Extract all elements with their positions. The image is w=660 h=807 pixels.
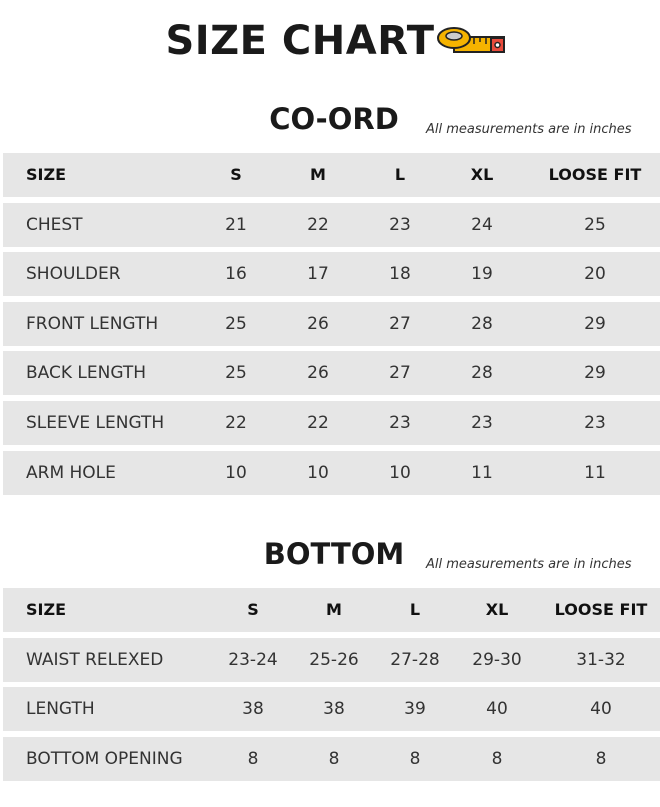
section-title: CO-ORD bbox=[269, 102, 399, 136]
table-cell: 31-32 bbox=[576, 649, 626, 670]
table-cell: 25 bbox=[225, 363, 247, 384]
table-cell: 23 bbox=[389, 413, 411, 433]
table-cell: 23 bbox=[584, 413, 606, 433]
table-cell: 27 bbox=[389, 363, 411, 384]
table-cell: 10 bbox=[225, 462, 247, 483]
table-cell: 8 bbox=[491, 748, 503, 769]
table-row: SHOULDER 16 17 18 19 20 bbox=[3, 252, 660, 297]
table-cell: 10 bbox=[389, 462, 411, 483]
table-row: ARM HOLE 10 10 10 11 11 bbox=[3, 450, 660, 495]
table-cell: 8 bbox=[595, 748, 607, 769]
page-title: SIZE CHART bbox=[165, 18, 435, 64]
table-cell: 28 bbox=[471, 363, 493, 384]
row-label: FRONT LENGTH bbox=[26, 313, 159, 334]
column-header: XL bbox=[485, 600, 509, 619]
table-cell: 17 bbox=[307, 264, 329, 285]
table-cell: 23 bbox=[471, 413, 493, 433]
table-cell: 40 bbox=[486, 699, 508, 720]
table-row: FRONT LENGTH 25 26 27 28 29 bbox=[3, 301, 660, 346]
table-cell: 21 bbox=[225, 214, 247, 235]
column-header: M bbox=[310, 165, 326, 184]
section-note: All measurements are in inches bbox=[426, 557, 632, 572]
table-cell: 8 bbox=[328, 748, 340, 769]
table-cell: 38 bbox=[323, 699, 345, 720]
column-header: XL bbox=[470, 165, 494, 184]
row-label: SHOULDER bbox=[26, 264, 121, 285]
table-row: LENGTH 38 38 39 40 40 bbox=[3, 687, 660, 732]
table-cell: 29 bbox=[584, 313, 606, 334]
table-row: BOTTOM OPENING 8 8 8 8 8 bbox=[3, 736, 660, 781]
table-cell: 10 bbox=[307, 462, 329, 483]
table-cell: 39 bbox=[404, 699, 426, 720]
table-cell: 22 bbox=[225, 413, 247, 433]
column-header: SIZE bbox=[26, 165, 67, 184]
column-header: L bbox=[394, 165, 406, 184]
table-cell: 26 bbox=[307, 313, 329, 334]
table-cell: 29-30 bbox=[472, 649, 522, 670]
table-cell: 27 bbox=[389, 313, 411, 334]
column-header: L bbox=[409, 600, 421, 619]
table-cell: 11 bbox=[471, 462, 493, 483]
row-label: LENGTH bbox=[26, 699, 95, 720]
table-cell: 16 bbox=[225, 264, 247, 285]
table-cell: 25 bbox=[225, 313, 247, 334]
table-cell: 23-24 bbox=[228, 649, 278, 670]
table-cell: 22 bbox=[307, 214, 329, 235]
table-cell: 25-26 bbox=[309, 649, 359, 670]
table-row: WAIST RELEXED 23-24 25-26 27-28 29-30 31-32 bbox=[3, 637, 660, 682]
table-cell: 28 bbox=[471, 313, 493, 334]
row-label: BACK LENGTH bbox=[26, 363, 147, 384]
table-cell: 20 bbox=[584, 264, 606, 285]
table-cell: 24 bbox=[471, 214, 493, 235]
table-cell: 8 bbox=[247, 748, 259, 769]
column-header: LOOSE FIT bbox=[548, 165, 642, 184]
row-label: CHEST bbox=[26, 214, 83, 235]
table-cell: 26 bbox=[307, 363, 329, 384]
column-header: M bbox=[326, 600, 342, 619]
row-label: BOTTOM OPENING bbox=[26, 748, 183, 769]
column-header: S bbox=[230, 165, 242, 184]
section-title: BOTTOM bbox=[263, 537, 405, 571]
column-header: LOOSE FIT bbox=[554, 600, 648, 619]
table-cell: 27-28 bbox=[390, 649, 440, 670]
header-row: SIZE S M L XL LOOSE FIT bbox=[3, 153, 660, 197]
header-row: SIZE S M L XL LOOSE FIT bbox=[3, 588, 660, 632]
column-header: SIZE bbox=[26, 600, 67, 619]
table-row: BACK LENGTH 25 26 27 28 29 bbox=[3, 351, 660, 396]
row-label: ARM HOLE bbox=[26, 462, 116, 483]
table-cell: 38 bbox=[242, 699, 264, 720]
table-cell: 19 bbox=[471, 264, 493, 285]
section-note: All measurements are in inches bbox=[426, 122, 632, 137]
row-label: WAIST RELEXED bbox=[26, 649, 164, 670]
table-row: CHEST 21 22 23 24 25 bbox=[3, 202, 660, 247]
row-label: SLEEVE LENGTH bbox=[26, 413, 165, 433]
table-cell: 23 bbox=[389, 214, 411, 235]
table-cell: 22 bbox=[307, 413, 329, 433]
table-cell: 11 bbox=[584, 462, 606, 483]
table-cell: 40 bbox=[590, 699, 612, 720]
tape-icon bbox=[437, 27, 505, 53]
table-cell: 29 bbox=[584, 363, 606, 384]
table-cell: 18 bbox=[389, 264, 411, 285]
table-cell: 25 bbox=[584, 214, 606, 235]
table-row: SLEEVE LENGTH 22 22 23 23 23 bbox=[3, 401, 660, 445]
column-header: S bbox=[247, 600, 259, 619]
table-cell: 8 bbox=[409, 748, 421, 769]
